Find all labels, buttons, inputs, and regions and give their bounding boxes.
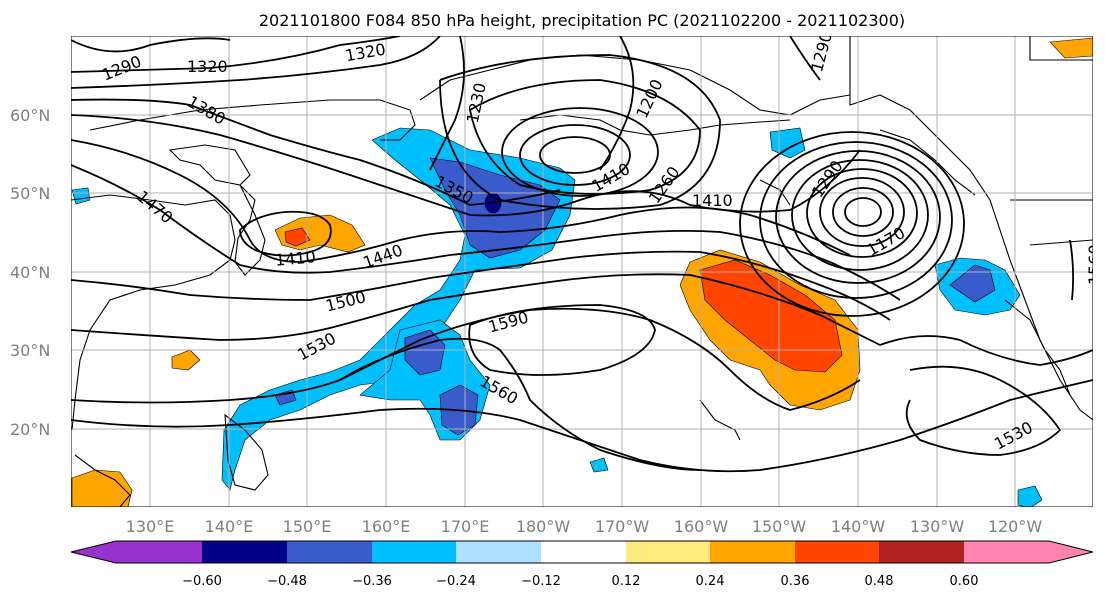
contour-1530-south [71,379,1093,473]
colorbar-seg-6 [626,541,710,563]
colorbar-ticks: −0.60 −0.48 −0.36 −0.24 −0.12 0.12 0.24 … [182,574,978,589]
contour-1470 [71,164,901,301]
strong-positive-japan [284,227,311,247]
colorbar-tick-label: 0.12 [612,574,641,589]
lon-label: 160°W [674,517,729,536]
contour-1380 [71,98,561,206]
lon-label: 160°E [362,517,411,536]
colorbar-seg-5 [541,541,626,563]
colorbar-seg-0 [71,541,202,563]
contour-1560-east-edge [1069,239,1075,301]
contour-1440 [71,139,851,263]
low-ring-5 [439,54,721,210]
colorbar-tick-label: 0.48 [865,574,894,589]
lat-label: 30°N [10,341,50,360]
strong-positive-core [699,259,843,373]
graticule [71,36,1093,507]
lat-label: 60°N [10,106,50,125]
contour-1410-japan-ring [239,210,332,257]
contour-1530-east [879,335,1093,366]
height-contours [71,36,1093,473]
lon-label: 130°W [910,517,965,536]
gulf-low-ring-6 [775,150,941,284]
contour-1320-west [71,36,401,73]
colorbar-seg-8 [795,541,879,563]
negative-small-center [589,457,609,473]
gulf-low-ring-4 [806,168,918,258]
contour-label: 1320 [187,57,228,76]
contour-1350-west [71,36,441,89]
low-ring-2 [519,124,631,186]
gulf-low-ring-2 [832,187,894,237]
lon-label: 140°W [831,517,886,536]
contour-1290-west [71,37,231,53]
lat-label: 20°N [10,420,50,439]
lat-label: 40°N [10,263,50,282]
map-title: 2021101800 F084 850 hPa height, precipit… [259,11,905,30]
lon-label: 180°W [516,517,571,536]
lon-label: 170°W [595,517,650,536]
colorbar-tick-label: −0.60 [182,574,222,589]
contour-label: 1410 [274,247,316,269]
lon-label: 130°E [126,517,175,536]
longitude-labels: 130°E 140°E 150°E 160°E 170°E 180°W 170°… [126,517,1043,536]
colorbar-tick-label: −0.12 [521,574,561,589]
colorbar-seg-3 [372,541,456,563]
colorbar-seg-7 [710,541,795,563]
lat-label: 50°N [10,184,50,203]
colorbar-tick-label: 0.24 [696,574,725,589]
colorbar-tick-label: −0.24 [436,574,476,589]
contour-1410-north [71,114,861,217]
colorbar-seg-1 [202,541,287,563]
lon-label: 150°E [283,517,332,536]
positive-small-south [171,349,201,371]
colorbar-seg-10 [964,541,1093,563]
gulf-low-ring-3 [819,177,905,247]
contour-label: 1560 [1085,244,1104,285]
map-panel: 1290 1320 1320 1380 1410 1410 1440 1470 … [71,36,1104,507]
low-ring-3 [501,107,659,197]
colorbar [70,540,1094,564]
colorbar-tick-label: 0.36 [781,574,810,589]
latitude-labels: 60°N 50°N 40°N 30°N 20°N [10,106,50,439]
contour-label: 1410 [692,191,733,210]
contour-1200 [599,36,635,171]
lon-label: 120°W [988,517,1043,536]
gulf-low-ring-5 [791,159,929,271]
colorbar-seg-4 [456,541,541,563]
precipitation-fills [71,37,1093,507]
contour-1590-ring [468,304,656,376]
gulf-low-ring-1 [844,197,882,227]
strong-negative-gulf [949,264,996,303]
positive-region-northeast-corner [1049,37,1093,59]
low-ring-4 [469,79,701,195]
negative-small-east [1017,485,1043,507]
contour-1560-outer [339,337,701,471]
coastlines [71,36,1093,507]
colorbar-seg-2 [287,541,372,563]
contour-1290-northeast [789,36,821,81]
colorbar-tick-label: −0.36 [352,574,392,589]
contour-1530-east-2 [905,365,1062,456]
lon-label: 140°E [205,517,254,536]
lon-label: 150°W [752,517,807,536]
contour-1530 [71,273,881,346]
gulf-low-ring-7 [759,141,953,299]
colorbar-tick-label: −0.48 [267,574,307,589]
contour-1230 [429,36,465,171]
gulf-low-ring-8 [739,131,965,317]
colorbar-outline [70,540,1094,564]
colorbar-seg-9 [879,541,964,563]
lon-label: 170°E [441,517,490,536]
colorbar-tick-label: 0.60 [950,574,979,589]
